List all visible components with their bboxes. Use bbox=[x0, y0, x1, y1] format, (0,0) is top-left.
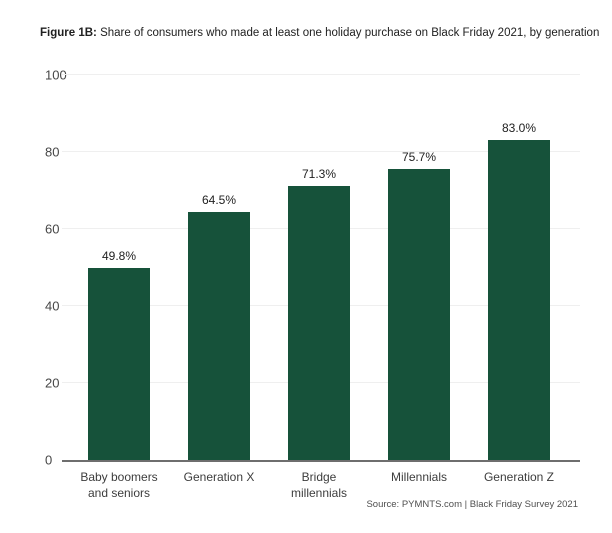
bar-value-label: 83.0% bbox=[501, 121, 537, 136]
bar bbox=[488, 140, 550, 460]
bar-value-label: 75.7% bbox=[401, 149, 437, 164]
bar-value-label: 71.3% bbox=[301, 166, 337, 181]
bar-value-label: 49.8% bbox=[101, 249, 137, 264]
bar-slot: 83.0% bbox=[469, 75, 569, 460]
bars-row: 49.8% 64.5% 71.3% 75.7% 83.0% bbox=[69, 75, 569, 460]
y-axis: 0 20 40 60 80 100 bbox=[45, 69, 75, 467]
bar-value-label: 64.5% bbox=[201, 192, 237, 207]
source-note: Source: PYMNTS.com | Black Friday Survey… bbox=[366, 499, 578, 510]
gridline bbox=[62, 74, 580, 75]
bar-slot: 75.7% bbox=[369, 75, 469, 460]
bar bbox=[388, 168, 450, 460]
chart-title: Figure 1B: Share of consumers who made a… bbox=[40, 27, 599, 39]
y-tick-label: 60 bbox=[45, 221, 60, 237]
y-tick-label: 40 bbox=[45, 298, 60, 314]
y-tick-label: 80 bbox=[45, 144, 60, 160]
bar bbox=[88, 268, 150, 460]
figure-label: Figure 1B: bbox=[40, 27, 97, 39]
bar-slot: 71.3% bbox=[269, 75, 369, 460]
y-tick-label: 0 bbox=[45, 452, 53, 468]
x-axis-label: Generation X bbox=[183, 470, 255, 484]
gridline bbox=[62, 151, 580, 152]
y-tick-label: 20 bbox=[45, 375, 60, 391]
bar bbox=[188, 211, 250, 460]
bar bbox=[288, 185, 350, 460]
x-axis-label: Bridge millennials bbox=[290, 470, 348, 500]
x-axis-label: Generation Z bbox=[483, 470, 555, 484]
plot-area: 49.8% 64.5% 71.3% 75.7% 83.0% bbox=[62, 74, 580, 462]
x-axis-label: Baby boomers and seniors bbox=[80, 470, 158, 500]
bar-slot: 49.8% bbox=[69, 75, 169, 460]
bar-slot: 64.5% bbox=[169, 75, 269, 460]
x-axis-label: Millennials bbox=[390, 470, 448, 484]
chart-title-text: Share of consumers who made at least one… bbox=[96, 27, 600, 39]
x-axis: Baby boomers and seniors Generation X Brid… bbox=[69, 470, 569, 501]
y-tick-label: 100 bbox=[45, 67, 67, 83]
